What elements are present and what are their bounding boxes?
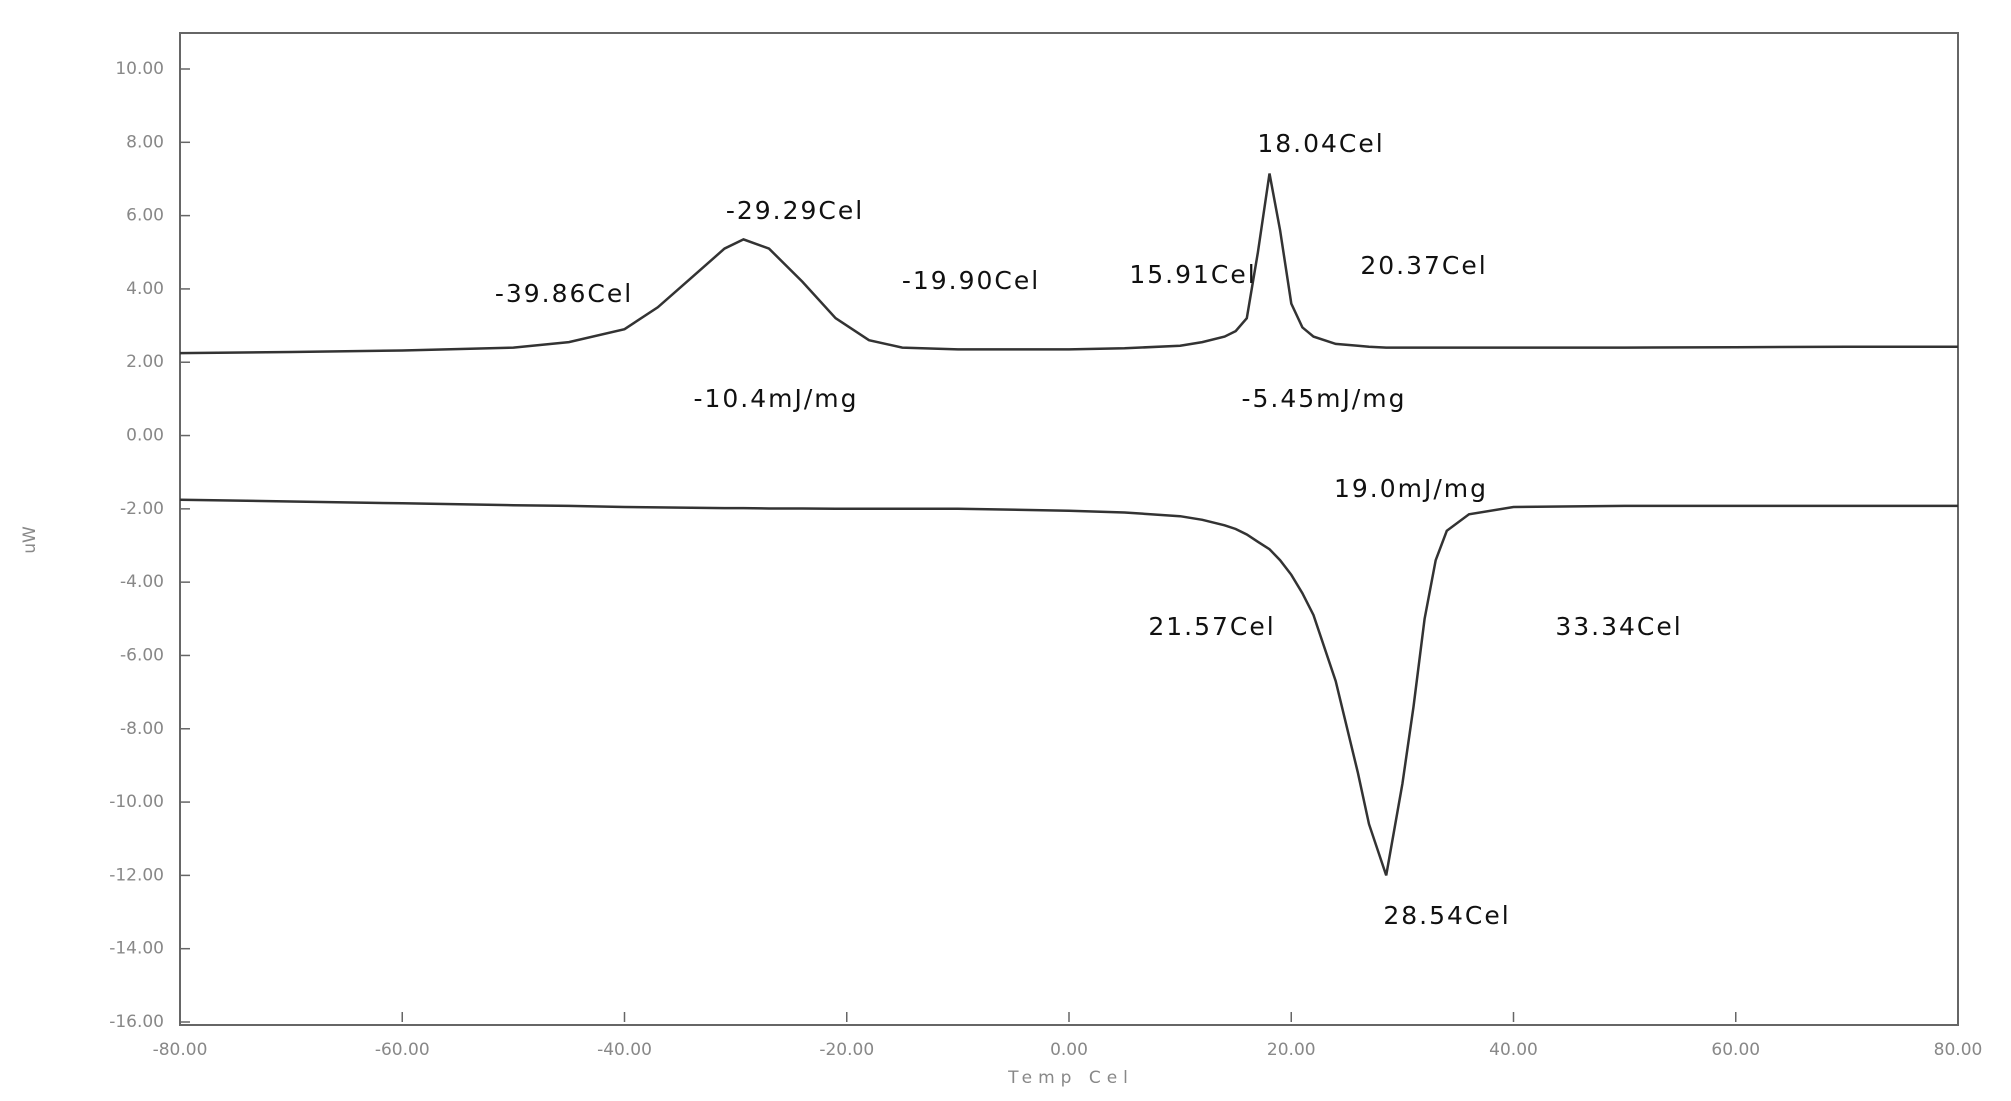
annotation: -29.29Cel <box>726 196 864 225</box>
y-tick-label: -2.00 <box>120 499 164 519</box>
y-tick-label: 0.00 <box>126 426 164 446</box>
y-tick-label: -10.00 <box>109 792 164 812</box>
annotation: 15.91Cel <box>1129 260 1256 289</box>
annotation: 18.04Cel <box>1257 129 1384 158</box>
annotation: 21.57Cel <box>1148 612 1275 641</box>
annotation: 33.34Cel <box>1555 612 1682 641</box>
y-tick-label: -12.00 <box>109 865 164 885</box>
plot-frame <box>179 32 1959 1026</box>
y-tick-label: -6.00 <box>120 645 164 665</box>
y-tick-label: -8.00 <box>120 719 164 739</box>
x-axis-label: Temp Cel <box>1007 1068 1134 1088</box>
y-tick-label: 10.00 <box>115 59 164 79</box>
x-tick-label: 80.00 <box>1934 1040 1983 1060</box>
y-tick-label: 8.00 <box>126 132 164 152</box>
y-tick-label: 6.00 <box>126 206 164 226</box>
curve <box>179 173 1958 355</box>
annotation: -39.86Cel <box>495 279 633 308</box>
y-tick-label: -16.00 <box>109 1012 164 1032</box>
x-tick-label: -80.00 <box>153 1040 208 1060</box>
annotation: 19.0mJ/mg <box>1334 474 1488 503</box>
y-axis-label: uW <box>20 526 40 554</box>
annotation: -10.4mJ/mg <box>693 384 858 413</box>
x-tick-label: 20.00 <box>1267 1040 1316 1060</box>
annotation: 28.54Cel <box>1383 901 1510 930</box>
y-tick-label: -4.00 <box>120 572 164 592</box>
annotation: -19.90Cel <box>902 266 1040 295</box>
x-tick-label: 0.00 <box>1050 1040 1088 1060</box>
annotation: -5.45mJ/mg <box>1241 384 1406 413</box>
x-tick-label: -20.00 <box>819 1040 874 1060</box>
x-tick-label: -40.00 <box>597 1040 652 1060</box>
y-tick-label: 4.00 <box>126 279 164 299</box>
x-tick-label: -60.00 <box>375 1040 430 1060</box>
y-tick-label: 2.00 <box>126 352 164 372</box>
y-tick-label: -14.00 <box>109 939 164 959</box>
curve <box>179 498 1958 876</box>
annotation: 20.37Cel <box>1360 251 1487 280</box>
x-tick-label: 40.00 <box>1489 1040 1538 1060</box>
x-tick-label: 60.00 <box>1711 1040 1760 1060</box>
